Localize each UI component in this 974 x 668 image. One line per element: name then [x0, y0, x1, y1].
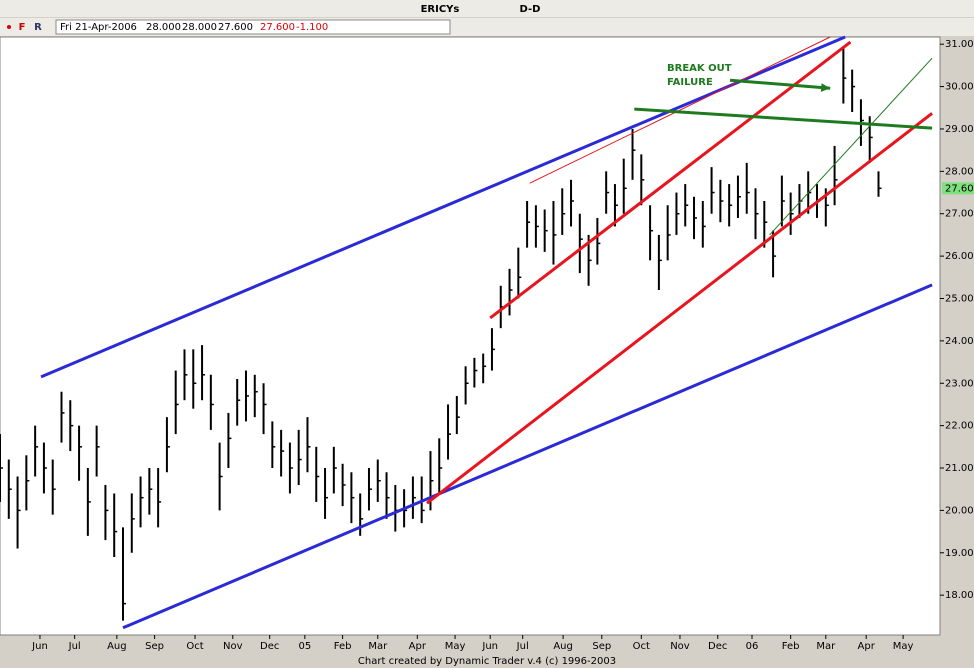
symbol: ERICYs — [421, 4, 460, 15]
button[interactable]: F — [19, 22, 26, 33]
period: D-D — [520, 4, 541, 15]
x-tick-label: Apr — [409, 641, 427, 652]
x-tick-label: 06 — [746, 641, 759, 652]
annotation: FAILURE — [667, 77, 713, 88]
trend-line — [40, 35, 846, 379]
x-tick-label: Nov — [670, 641, 690, 652]
x-tick-label: 05 — [298, 641, 311, 652]
y-tick-label: 18.000 — [945, 590, 974, 601]
y-tick-label: 24.000 — [945, 336, 974, 347]
last-price-box — [942, 182, 974, 195]
y-tick-label: 29.000 — [945, 124, 974, 135]
x-tick-label: Jul — [516, 641, 529, 652]
info-box — [55, 19, 451, 35]
y-tick-label: 26.000 — [945, 251, 974, 262]
plot-area — [0, 36, 941, 636]
title-bar — [0, 0, 974, 17]
footer: Chart created by Dynamic Trader v.4 (c) … — [358, 656, 616, 667]
arrow — [729, 78, 831, 90]
y-tick-label: 20.000 — [945, 505, 974, 516]
x-tick-label: Feb — [334, 641, 352, 652]
x-tick-label: Jun — [481, 641, 498, 652]
x-tick-label: Oct — [186, 641, 203, 652]
info-field: 28.000 — [146, 22, 181, 33]
x-tick-label: Dec — [708, 641, 727, 652]
button[interactable]: R — [34, 22, 42, 33]
y-tick-label: 28.000 — [945, 166, 974, 177]
x-tick-label: May — [445, 641, 466, 652]
trend-line — [634, 107, 933, 130]
x-tick-label: May — [893, 641, 914, 652]
x-tick-label: Dec — [260, 641, 279, 652]
y-tick-label: 19.000 — [945, 548, 974, 559]
trend-line — [489, 40, 852, 320]
y-tick-label: 25.000 — [945, 293, 974, 304]
info-field: 28.000 — [182, 22, 217, 33]
x-tick-label: Mar — [368, 641, 388, 652]
last-price-label: 27.600 — [945, 183, 974, 194]
y-tick-label: 31.000 — [945, 39, 974, 50]
dot — [7, 25, 11, 29]
info-field: 27.600 — [260, 22, 295, 33]
y-tick-label: 22.000 — [945, 421, 974, 432]
y-tick-label: 30.000 — [945, 82, 974, 93]
y-tick-label: 21.000 — [945, 463, 974, 474]
annotation: BREAK OUT — [667, 63, 732, 74]
trend-line — [426, 112, 934, 505]
x-tick-label: Sep — [145, 641, 164, 652]
x-tick-label: Aug — [553, 641, 573, 652]
x-tick-label: Nov — [223, 641, 243, 652]
y-tick-label: 23.000 — [945, 378, 974, 389]
trend-line — [122, 283, 933, 630]
y-tick-label: 27.000 — [945, 209, 974, 220]
info-field: -1.100 — [296, 22, 328, 33]
x-tick-label: Feb — [782, 641, 800, 652]
x-tick-label: Oct — [633, 641, 650, 652]
x-tick-label: Jul — [68, 641, 81, 652]
x-tick-label: Jun — [31, 641, 48, 652]
trend-line — [529, 36, 831, 184]
x-tick-label: Mar — [816, 641, 836, 652]
info-field: 27.600 — [218, 22, 253, 33]
arrow-head — [820, 83, 831, 92]
info-field: Fri 21-Apr-2006 — [60, 22, 137, 33]
trend-line — [769, 57, 933, 236]
x-tick-label: Aug — [107, 641, 127, 652]
x-tick-label: Sep — [592, 641, 611, 652]
x-tick-label: Apr — [858, 641, 876, 652]
